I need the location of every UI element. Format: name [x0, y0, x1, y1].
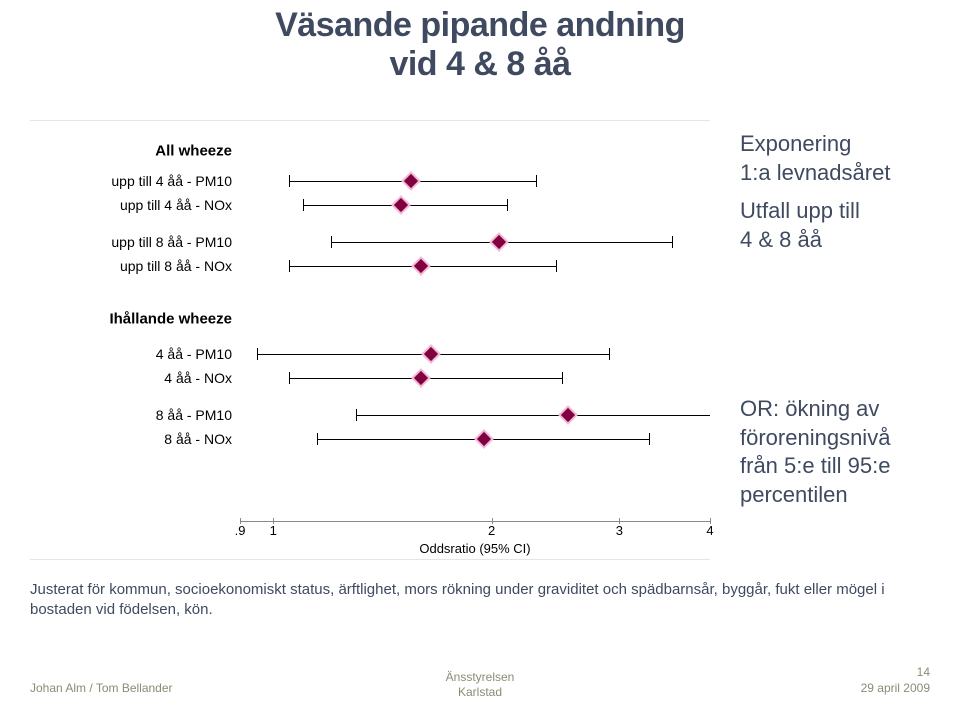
row-label: 4 åå - NOx	[164, 370, 232, 386]
slide-title: Väsande pipande andning vid 4 & 8 åå	[0, 6, 960, 84]
row-label: upp till 4 åå - PM10	[111, 173, 232, 189]
x-tick-label: 3	[616, 523, 623, 538]
annotation-exposure: Exponering1:a levnadsåretUtfall upp till…	[740, 130, 890, 254]
slide-footer: Johan Alm / Tom Bellander Änsstyrelsen K…	[0, 661, 960, 705]
x-axis-title: Oddsratio (95% CI)	[240, 541, 710, 556]
group-header: All wheeze	[155, 143, 232, 160]
footer-center: Änsstyrelsen Karlstad	[0, 670, 960, 699]
x-tick-label: 1	[270, 523, 277, 538]
row-label: 8 åå - NOx	[164, 431, 232, 447]
forest-plot: All wheeze upp till 4 åå - PM10 upp till 4…	[30, 120, 710, 560]
footnote: Justerat för kommun, socioekonomiskt sta…	[30, 580, 910, 621]
x-tick-label: 2	[488, 523, 495, 538]
footer-page: 14	[917, 665, 930, 679]
row-label: upp till 4 åå - NOx	[120, 197, 232, 213]
x-tick-label: 4	[706, 523, 713, 538]
row-label: 4 åå - PM10	[156, 346, 232, 362]
x-tick-label: .9	[235, 523, 246, 538]
row-label: upp till 8 åå - PM10	[111, 234, 232, 250]
footer-right: 29 april 2009	[861, 681, 930, 695]
row-label: 8 åå - PM10	[156, 407, 232, 423]
annotation-or-note: OR: ökning avföroreningsnivåfrån 5:e til…	[740, 395, 890, 509]
title-line1: Väsande pipande andning	[0, 6, 960, 45]
group-header: Ihållande wheeze	[109, 311, 232, 328]
row-label: upp till 8 åå - NOx	[120, 258, 232, 274]
title-line2: vid 4 & 8 åå	[0, 45, 960, 84]
ci-line	[356, 415, 710, 416]
